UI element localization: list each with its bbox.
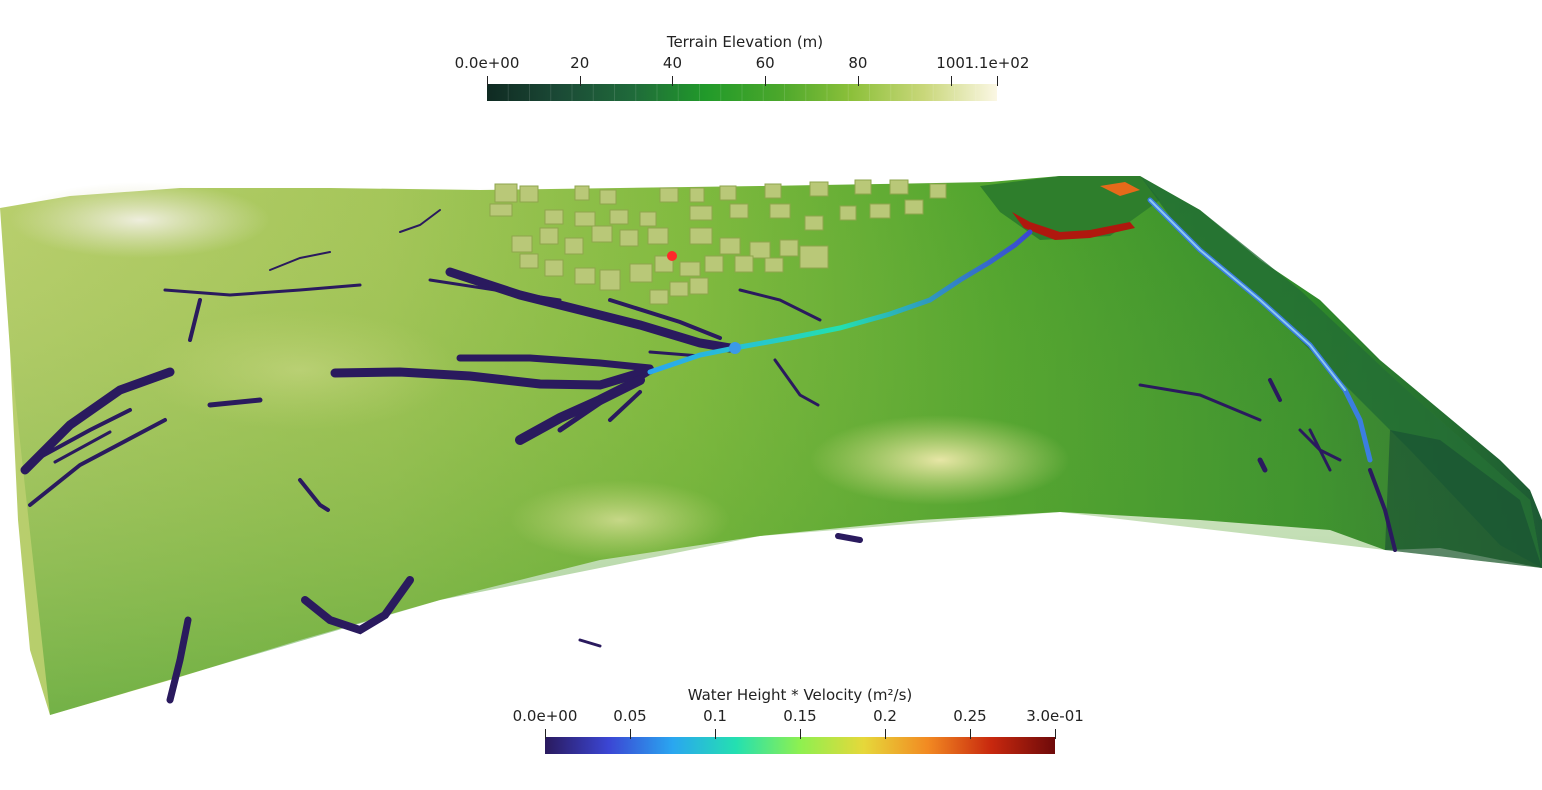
probe-marker — [667, 251, 677, 261]
flux-colorbar-tick-mark — [630, 729, 631, 739]
elevation-colorbar-tick-label: 100 — [936, 54, 965, 72]
flux-colorbar-tick-label: 0.05 — [613, 707, 647, 725]
flux-colorbar-tick-mark — [885, 729, 886, 739]
elevation-colorbar-tick-mark — [857, 76, 859, 86]
elevation-colorbar-tick-label: 40 — [662, 54, 682, 72]
flux-colorbar-tick-label: 0.1 — [703, 707, 727, 725]
flux-colorbar-tick-mark — [800, 729, 801, 739]
elevation-colorbar: Terrain Elevation (m) 0.0e+00 20 40 60 80 100… — [440, 30, 1050, 110]
flux-colorbar-gradient — [545, 737, 1055, 754]
flux-colorbar-tick-label: 0.2 — [873, 707, 897, 725]
flux-colorbar-title: Water Height * Velocity (m²/s) — [687, 686, 913, 704]
elevation-colorbar-tick-mark — [950, 76, 952, 86]
channels — [20, 209, 1397, 704]
elevation-colorbar-tick-mark — [765, 76, 767, 86]
elevation-colorbar-tick-mark — [579, 76, 581, 86]
flux-colorbar: Water Height * Velocity (m²/s) 0.0e+00 0.… — [500, 683, 1100, 763]
flux-colorbar-tick-label: 0.25 — [953, 707, 987, 725]
flux-colorbar-tick-mark — [715, 729, 716, 739]
flux-colorbar-tick-label: 0.15 — [783, 707, 817, 725]
flux-colorbar-tick-label: 3.0e-01 — [1026, 707, 1084, 725]
elevation-colorbar-tick-mark — [672, 76, 674, 86]
elevation-colorbar-tick-mark — [997, 76, 998, 86]
flux-colorbar-tick-mark — [1055, 729, 1056, 739]
elevation-colorbar-tick-label: 0.0e+00 — [454, 54, 520, 72]
elevation-colorbar-tick-label: 60 — [755, 54, 775, 72]
elevation-colorbar-gradient — [487, 84, 997, 101]
elevation-colorbar-tick-label: 1.1e+02 — [964, 54, 1030, 72]
flux-colorbar-tick-mark — [970, 729, 971, 739]
flux-colorbar-tick-label: 0.0e+00 — [512, 707, 578, 725]
main-river — [647, 229, 1033, 375]
flux-colorbar-tick-mark — [545, 729, 546, 739]
elevation-colorbar-tick-mark — [487, 76, 488, 86]
elevation-colorbar-title: Terrain Elevation (m) — [666, 33, 824, 51]
buildings — [489, 179, 947, 305]
elevation-colorbar-tick-label: 80 — [848, 54, 868, 72]
elevation-colorbar-tick-label: 20 — [570, 54, 590, 72]
